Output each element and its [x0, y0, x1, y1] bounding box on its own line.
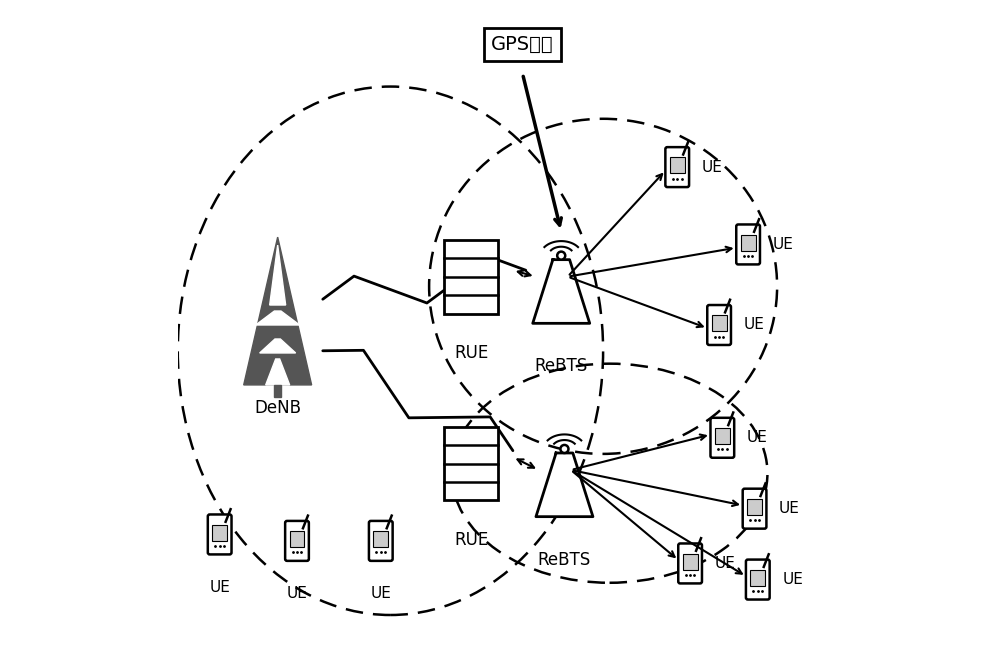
- Polygon shape: [266, 359, 290, 385]
- Polygon shape: [533, 259, 590, 323]
- Text: UE: UE: [287, 586, 307, 601]
- FancyBboxPatch shape: [743, 489, 766, 528]
- Text: UE: UE: [744, 317, 764, 333]
- Circle shape: [557, 252, 565, 259]
- Text: UE: UE: [782, 572, 803, 587]
- FancyBboxPatch shape: [707, 305, 731, 345]
- Polygon shape: [270, 245, 286, 305]
- Text: GPS设备: GPS设备: [491, 35, 554, 54]
- FancyBboxPatch shape: [678, 543, 702, 584]
- FancyBboxPatch shape: [736, 224, 760, 265]
- Text: RUE: RUE: [454, 344, 488, 362]
- Text: UE: UE: [370, 586, 391, 601]
- FancyBboxPatch shape: [212, 525, 227, 541]
- FancyBboxPatch shape: [715, 428, 730, 444]
- Text: UE: UE: [747, 430, 768, 445]
- FancyBboxPatch shape: [710, 418, 734, 458]
- Text: ReBTS: ReBTS: [538, 551, 591, 569]
- Polygon shape: [274, 385, 281, 397]
- Polygon shape: [256, 311, 300, 325]
- FancyBboxPatch shape: [290, 531, 304, 547]
- FancyBboxPatch shape: [670, 157, 685, 174]
- FancyBboxPatch shape: [750, 569, 765, 586]
- Text: DeNB: DeNB: [254, 399, 301, 417]
- FancyBboxPatch shape: [444, 240, 498, 313]
- Text: UE: UE: [779, 501, 800, 516]
- FancyBboxPatch shape: [683, 554, 698, 570]
- Text: UE: UE: [209, 580, 230, 595]
- FancyBboxPatch shape: [712, 315, 727, 332]
- FancyBboxPatch shape: [444, 426, 498, 500]
- FancyBboxPatch shape: [747, 499, 762, 515]
- FancyBboxPatch shape: [665, 147, 689, 187]
- Text: RUE: RUE: [454, 531, 488, 549]
- Text: UE: UE: [715, 556, 735, 571]
- Circle shape: [560, 445, 568, 453]
- FancyBboxPatch shape: [208, 514, 232, 554]
- Polygon shape: [260, 339, 296, 353]
- Text: UE: UE: [702, 160, 723, 175]
- FancyBboxPatch shape: [369, 521, 393, 561]
- Text: UE: UE: [773, 237, 793, 252]
- FancyBboxPatch shape: [741, 235, 756, 251]
- FancyBboxPatch shape: [746, 560, 770, 599]
- FancyBboxPatch shape: [373, 531, 388, 547]
- Text: ReBTS: ReBTS: [535, 358, 588, 375]
- Polygon shape: [244, 237, 312, 385]
- FancyBboxPatch shape: [285, 521, 309, 561]
- Polygon shape: [536, 453, 593, 517]
